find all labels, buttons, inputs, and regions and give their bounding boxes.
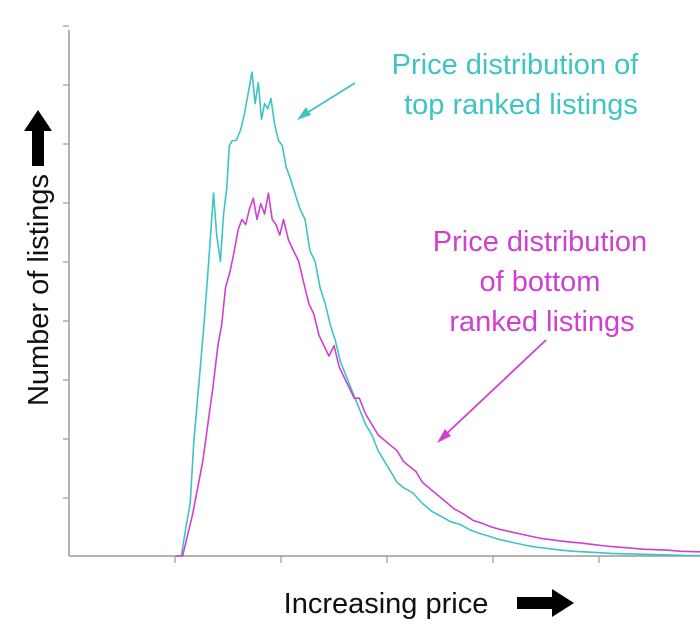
top-series-annotation: Price distribution of top ranked listing… bbox=[392, 49, 647, 121]
y-axis-arrow-icon bbox=[24, 110, 52, 166]
bottom-series-annotation-line-3: ranked listings bbox=[449, 306, 634, 338]
bottom-series-annotation-line-1: Price distribution bbox=[433, 226, 647, 258]
bottom-series-arrow-shaft bbox=[442, 339, 547, 438]
bottom-series-annotation-line-2: of bottom bbox=[480, 266, 601, 298]
x-axis-title: Increasing price bbox=[284, 588, 574, 620]
bottom-ranked-series-line bbox=[176, 192, 700, 557]
top-series-arrow-head bbox=[297, 107, 311, 120]
top-series-annotation-line-1: Price distribution of bbox=[392, 49, 640, 81]
annotations: Price distribution of top ranked listing… bbox=[297, 49, 655, 443]
x-axis-label: Increasing price bbox=[284, 588, 489, 620]
x-axis-arrow-icon bbox=[517, 589, 574, 617]
axes bbox=[68, 30, 700, 557]
series-lines bbox=[175, 71, 700, 557]
y-axis-label: Number of listings bbox=[23, 174, 55, 406]
top-ranked-series-line bbox=[175, 71, 700, 557]
bottom-series-annotation: Price distribution of bottom ranked list… bbox=[433, 226, 655, 338]
top-series-annotation-line-2: top ranked listings bbox=[404, 89, 638, 121]
bottom-series-arrow-head bbox=[437, 429, 451, 443]
axis-ticks bbox=[63, 25, 600, 563]
top-series-arrow-shaft bbox=[301, 82, 356, 117]
y-axis-title: Number of listings bbox=[23, 174, 55, 406]
